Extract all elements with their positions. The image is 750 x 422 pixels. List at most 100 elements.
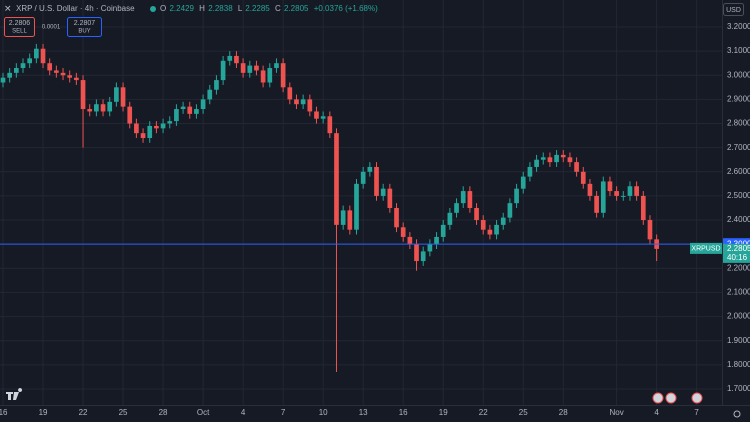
candle-body	[247, 65, 253, 73]
buy-label: BUY	[78, 29, 90, 35]
candle-body	[227, 55, 233, 61]
candle-body	[434, 236, 439, 245]
open-value: 2.2429	[169, 4, 194, 13]
candle-body	[194, 109, 199, 114]
candle-body	[280, 63, 286, 88]
x-tick-label: 28	[159, 408, 168, 417]
sell-price: 2.2806	[9, 20, 31, 27]
candle-body	[480, 220, 486, 230]
candle-body	[520, 176, 526, 189]
candle-body	[234, 55, 239, 64]
candle-body	[494, 224, 499, 235]
y-tick-label: 1.7000	[727, 384, 750, 393]
candle-body	[587, 183, 593, 196]
candle-body	[114, 87, 119, 102]
countdown-label: 40:16	[727, 253, 748, 262]
candle-body	[394, 207, 399, 228]
settings-icon[interactable]	[733, 410, 741, 418]
candle-body	[274, 63, 279, 69]
close-icon[interactable]: ✕	[4, 3, 12, 13]
candle-body	[260, 70, 266, 83]
candle-body	[387, 188, 393, 208]
candle-body	[354, 183, 359, 230]
symbol-label: XRPUSD	[691, 246, 720, 253]
y-tick-label: 1.9000	[727, 336, 750, 345]
candle-body	[414, 244, 419, 262]
candle-body	[154, 125, 159, 129]
event-icon[interactable]	[665, 392, 677, 404]
candle-body	[607, 181, 613, 192]
candle-body	[540, 157, 546, 160]
candle-body	[140, 133, 146, 139]
candle-body	[67, 75, 73, 78]
candle-body	[347, 210, 353, 230]
candle-body	[47, 63, 53, 71]
currency-button[interactable]	[723, 3, 744, 16]
candle-body	[60, 72, 66, 76]
low-value: 2.2285	[245, 4, 270, 13]
candle-body	[127, 106, 133, 124]
candle-body	[420, 251, 426, 262]
candle-body	[640, 195, 646, 221]
candle-body	[647, 220, 653, 240]
axes: 1.7000 1.8000 1.9000 2.0000 2.1000 2.2000 2.30…	[0, 22, 750, 417]
ohlc-header: O 2.2429 H 2.2838 L 2.2285 C 2.2805 +0.0…	[160, 4, 378, 13]
y-tick-label: 2.1000	[727, 288, 750, 297]
candle-body	[400, 227, 406, 237]
candle-body	[567, 157, 573, 163]
candle-body	[500, 217, 506, 225]
y-tick-label: 2.5000	[727, 191, 750, 200]
sell-button[interactable]	[4, 17, 35, 37]
candles	[0, 43, 659, 373]
event-icon[interactable]	[652, 392, 664, 404]
candle-body	[74, 77, 79, 81]
y-tick-label: 3.2000	[727, 22, 750, 31]
buy-button[interactable]	[67, 17, 102, 37]
candle-body	[320, 116, 326, 119]
candle-body	[20, 63, 26, 69]
candle-body	[554, 154, 559, 163]
chart-title: XRP / U.S. Dollar · 4h · Coinbase	[16, 4, 135, 13]
y-tick-label: 3.1000	[727, 46, 750, 55]
candle-body	[294, 99, 299, 105]
candle-body	[134, 123, 139, 134]
x-tick-label: 4	[654, 408, 659, 417]
hline-price-tag	[723, 238, 750, 250]
candle-body	[160, 123, 166, 129]
candle-body	[254, 65, 259, 71]
grid	[0, 0, 722, 405]
candle-body	[147, 125, 153, 139]
candle-body	[167, 121, 173, 124]
candle-body	[200, 99, 206, 110]
candle-body	[514, 188, 519, 204]
y-tick-label: 2.4000	[727, 215, 750, 224]
change-value: +0.0376 (+1.68%)	[314, 4, 378, 13]
spread: 0.0001	[42, 25, 61, 31]
candle-body	[27, 58, 33, 64]
sell-label: SELL	[12, 29, 27, 35]
candle-body	[367, 166, 373, 172]
candle-body	[460, 191, 466, 204]
candle-body	[447, 212, 453, 225]
close-value: 2.2805	[284, 4, 309, 13]
y-tick-label: 2.6000	[727, 167, 750, 176]
x-tick-label: 16	[399, 408, 408, 417]
candle-body	[374, 166, 379, 196]
x-tick-label: 19	[39, 408, 48, 417]
candle-body	[214, 80, 219, 90]
low-label: L	[238, 4, 243, 13]
y-tick-label: 2.0000	[727, 312, 750, 321]
candle-body	[487, 229, 493, 235]
candle-body	[94, 104, 99, 112]
candle-body	[220, 60, 226, 81]
candle-body	[440, 224, 446, 237]
candle-body	[174, 109, 179, 122]
candle-body	[614, 191, 619, 196]
candle-body	[527, 166, 533, 177]
open-label: O	[160, 4, 166, 13]
x-tick-label: 25	[519, 408, 528, 417]
event-icon[interactable]	[691, 392, 703, 404]
candle-body	[207, 89, 213, 100]
candle-body	[507, 203, 513, 218]
